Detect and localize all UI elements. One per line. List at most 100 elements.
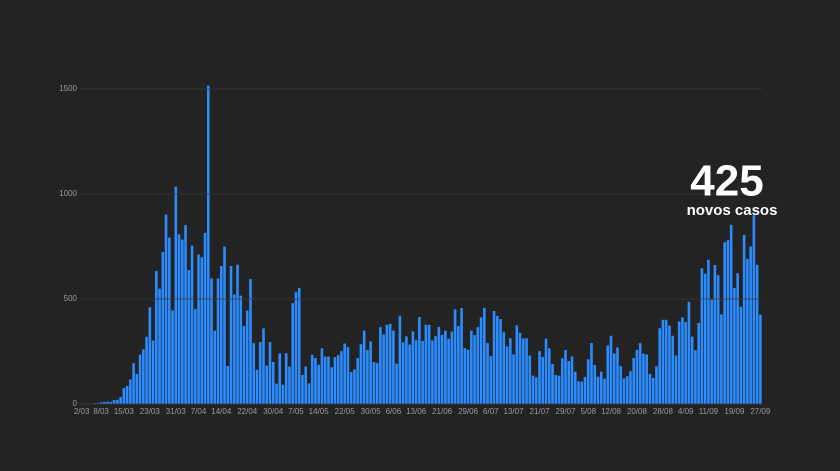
bar xyxy=(560,358,564,404)
bar xyxy=(635,349,639,404)
bar xyxy=(684,322,687,404)
bar xyxy=(161,251,165,404)
bar xyxy=(609,335,613,404)
bar xyxy=(629,371,632,404)
bar xyxy=(622,378,626,404)
bar xyxy=(330,367,333,404)
bar xyxy=(271,362,275,404)
bar xyxy=(362,330,366,404)
bar xyxy=(671,335,674,404)
bar xyxy=(502,332,506,404)
bar xyxy=(736,273,739,404)
bar xyxy=(515,325,519,404)
bar xyxy=(492,310,496,404)
bar xyxy=(132,363,135,404)
bar xyxy=(473,335,476,404)
bar xyxy=(119,397,122,404)
x-tick-label: 22/04 xyxy=(237,407,258,416)
bar xyxy=(135,373,139,404)
bar xyxy=(476,327,480,404)
bar xyxy=(466,349,470,404)
bar xyxy=(103,402,106,404)
bar xyxy=(687,301,691,404)
bar xyxy=(518,332,522,404)
bar xyxy=(759,314,762,404)
bar xyxy=(596,376,600,404)
bar xyxy=(447,338,450,404)
bar xyxy=(421,341,424,404)
bar xyxy=(99,402,103,404)
x-tick-label: 6/07 xyxy=(483,407,499,416)
x-tick-label: 14/04 xyxy=(211,407,232,416)
bar xyxy=(729,224,733,404)
bar xyxy=(213,330,217,404)
bar xyxy=(125,385,129,404)
x-tick-label: 30/05 xyxy=(361,407,382,416)
bar xyxy=(632,358,636,404)
x-tick-label: 23/03 xyxy=(140,407,161,416)
bar xyxy=(547,348,551,404)
bar xyxy=(418,317,421,404)
x-tick-label: 2/03 xyxy=(74,407,90,416)
bar xyxy=(479,317,483,404)
x-tick-label: 19/09 xyxy=(724,407,745,416)
bar xyxy=(181,239,184,404)
bar xyxy=(505,346,509,404)
bar xyxy=(177,234,181,404)
bar xyxy=(616,347,619,404)
bar xyxy=(590,343,593,404)
bar xyxy=(304,366,308,404)
bar xyxy=(645,354,649,404)
bar xyxy=(369,341,372,404)
x-tick-label: 31/03 xyxy=(166,407,187,416)
bar xyxy=(353,369,356,404)
x-tick-label: 8/03 xyxy=(93,407,109,416)
bar xyxy=(168,237,171,404)
bar xyxy=(333,357,337,404)
bar xyxy=(544,338,548,404)
bar xyxy=(242,326,246,404)
bar xyxy=(567,360,571,404)
headline-text: novos casos xyxy=(687,202,778,219)
bar xyxy=(392,330,395,404)
bar xyxy=(703,273,707,404)
x-tick-label: 21/07 xyxy=(530,407,551,416)
x-tick-label: 30/04 xyxy=(263,407,284,416)
bar xyxy=(294,292,298,404)
bar xyxy=(483,307,486,404)
bar xyxy=(564,350,567,404)
bar xyxy=(668,325,671,404)
x-tick-label: 28/08 xyxy=(653,407,674,416)
bar xyxy=(275,383,278,404)
x-tick-label: 29/07 xyxy=(556,407,577,416)
bar xyxy=(450,331,454,404)
bar xyxy=(557,375,561,404)
bar xyxy=(700,268,704,404)
bar xyxy=(265,365,269,404)
x-tick-label: 27/09 xyxy=(750,407,771,416)
bar xyxy=(444,330,447,404)
bar xyxy=(278,353,282,404)
bar xyxy=(320,348,324,404)
bar xyxy=(343,343,346,404)
bar xyxy=(424,324,428,404)
bar xyxy=(694,350,697,404)
bar xyxy=(281,384,285,404)
bar xyxy=(707,259,710,404)
bar xyxy=(648,373,652,404)
bar xyxy=(158,288,161,404)
bar xyxy=(755,264,759,404)
bar xyxy=(570,356,574,404)
bar xyxy=(206,85,210,404)
x-tick-label: 13/06 xyxy=(406,407,427,416)
bar xyxy=(583,376,587,404)
bar xyxy=(460,308,463,404)
bar xyxy=(457,326,460,404)
bar xyxy=(716,275,720,404)
x-tick-label: 20/08 xyxy=(627,407,648,416)
x-tick-label: 7/04 xyxy=(191,407,207,416)
bar xyxy=(573,371,577,404)
bar xyxy=(142,349,145,404)
x-tick-label: 14/05 xyxy=(309,407,330,416)
